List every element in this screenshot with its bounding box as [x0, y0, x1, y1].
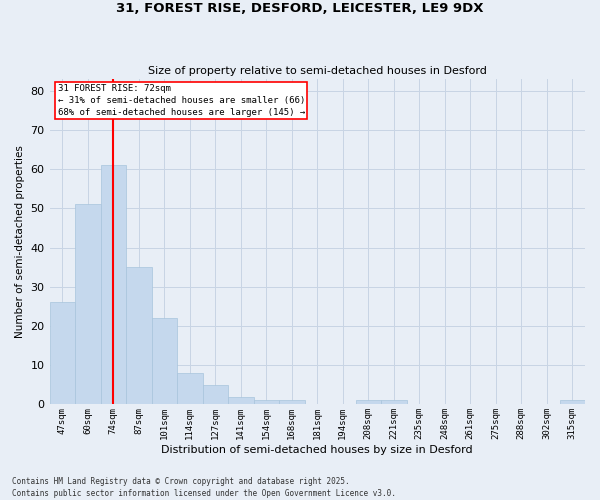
Bar	[279, 400, 305, 404]
Bar	[126, 267, 152, 404]
Bar	[203, 385, 228, 404]
Title: Size of property relative to semi-detached houses in Desford: Size of property relative to semi-detach…	[148, 66, 487, 76]
Bar	[560, 400, 585, 404]
Bar	[228, 396, 254, 404]
Bar	[381, 400, 407, 404]
Bar	[177, 373, 203, 404]
Text: Contains HM Land Registry data © Crown copyright and database right 2025.
Contai: Contains HM Land Registry data © Crown c…	[12, 476, 396, 498]
Bar	[101, 166, 126, 404]
X-axis label: Distribution of semi-detached houses by size in Desford: Distribution of semi-detached houses by …	[161, 445, 473, 455]
Bar	[50, 302, 75, 404]
Text: 31, FOREST RISE, DESFORD, LEICESTER, LE9 9DX: 31, FOREST RISE, DESFORD, LEICESTER, LE9…	[116, 2, 484, 16]
Bar	[254, 400, 279, 404]
Bar	[75, 204, 101, 404]
Bar	[152, 318, 177, 404]
Bar	[356, 400, 381, 404]
Text: 31 FOREST RISE: 72sqm
← 31% of semi-detached houses are smaller (66)
68% of semi: 31 FOREST RISE: 72sqm ← 31% of semi-deta…	[58, 84, 305, 116]
Y-axis label: Number of semi-detached properties: Number of semi-detached properties	[15, 146, 25, 338]
